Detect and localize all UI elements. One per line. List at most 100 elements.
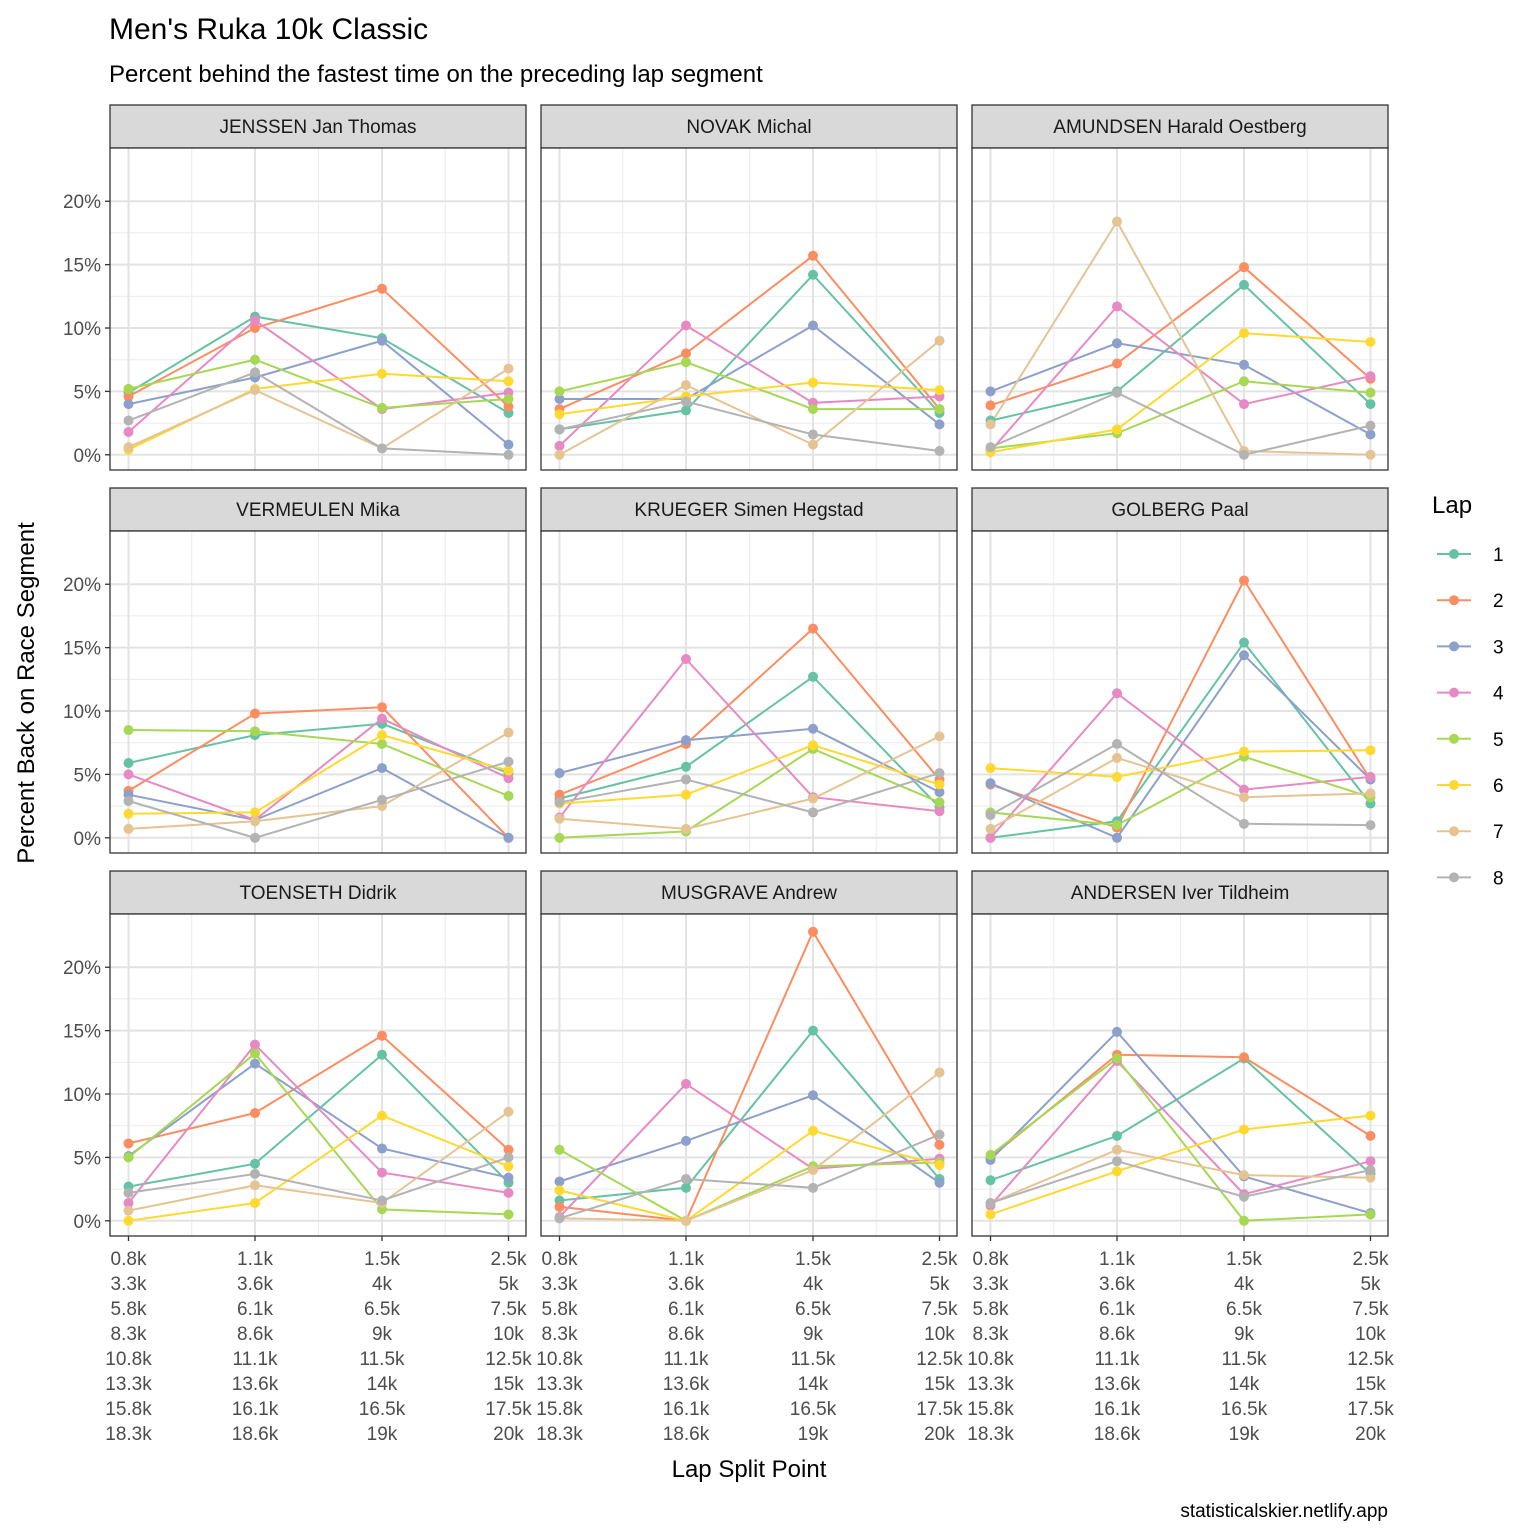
series-line-lap-2 <box>990 578 1372 829</box>
series-line-lap-1 <box>990 640 1372 839</box>
data-point-lap-2 <box>503 1144 514 1155</box>
data-point-lap-6 <box>250 807 260 818</box>
series-line-lap-4 <box>989 1059 1371 1207</box>
data-point-lap-3 <box>377 763 387 774</box>
data-point-lap-6 <box>1365 1110 1376 1121</box>
data-point-lap-8 <box>985 442 996 453</box>
data-point-lap-5 <box>123 1152 134 1163</box>
series-line-lap-8 <box>990 1160 1371 1204</box>
data-point-lap-8 <box>808 1182 818 1193</box>
series-line-lap-8 <box>990 391 1371 456</box>
legend-label: 7 <box>1493 822 1504 843</box>
series-line-lap-3 <box>559 1094 941 1184</box>
data-point-lap-3 <box>1239 650 1249 661</box>
legend-item: 3 <box>1437 637 1504 658</box>
data-point-lap-6 <box>934 385 945 396</box>
data-point-lap-6 <box>681 789 691 800</box>
legend-label: 6 <box>1493 776 1504 797</box>
series-line-lap-5 <box>127 1051 509 1216</box>
data-point-lap-6 <box>1112 1166 1122 1177</box>
series-line-lap-6 <box>559 381 940 416</box>
data-point-lap-4 <box>503 1187 514 1198</box>
data-point-lap-5 <box>1239 376 1249 387</box>
series-line-lap-8 <box>128 1156 509 1202</box>
facet-panel: VERMEULEN Mika 0% 5% 10% 15% 20% <box>63 487 527 854</box>
data-point-lap-2 <box>808 926 818 937</box>
series-line-lap-6 <box>990 1114 1371 1216</box>
data-point-lap-3 <box>985 778 996 789</box>
data-point-lap-6 <box>1112 424 1122 435</box>
series-line-lap-2 <box>559 627 941 796</box>
data-point-lap-2 <box>934 1139 945 1150</box>
facet-label: MUSGRAVE Andrew <box>661 883 837 904</box>
data-point-lap-3 <box>503 832 514 843</box>
series-line-lap-3 <box>128 766 509 839</box>
data-point-lap-3 <box>377 335 387 346</box>
data-point-lap-1 <box>985 1175 996 1186</box>
data-point-lap-8 <box>250 367 260 378</box>
series-line-lap-2 <box>128 1034 510 1151</box>
data-point-lap-8 <box>681 396 691 407</box>
series-line-lap-8 <box>128 371 509 456</box>
data-point-lap-8 <box>503 1152 514 1163</box>
data-point-lap-5 <box>503 790 514 801</box>
data-point-lap-2 <box>808 250 818 261</box>
data-point-lap-6 <box>377 730 387 741</box>
panel-border <box>540 530 958 854</box>
data-point-lap-4 <box>123 769 134 780</box>
data-point-lap-5 <box>554 386 565 397</box>
data-point-lap-8 <box>1365 420 1376 431</box>
data-point-lap-8 <box>554 424 565 435</box>
series-line-lap-4 <box>989 305 1371 452</box>
y-axis-title: Percent Back on Race Segment <box>13 522 40 864</box>
series-line-lap-3 <box>990 653 1372 840</box>
data-point-lap-7 <box>123 442 134 453</box>
data-point-lap-5 <box>250 726 260 737</box>
data-point-lap-5 <box>808 404 818 415</box>
data-point-lap-8 <box>934 445 945 456</box>
y-tick-label: 0% <box>74 446 102 467</box>
data-point-lap-4 <box>1239 399 1249 410</box>
data-point-lap-3 <box>1112 1026 1122 1037</box>
data-point-lap-2 <box>1365 1130 1376 1141</box>
legend-item: 6 <box>1437 776 1504 797</box>
data-point-lap-6 <box>503 1161 514 1172</box>
y-tick-label: 20% <box>63 192 101 213</box>
series-line-lap-5 <box>559 361 940 411</box>
series-line-lap-7 <box>990 1148 1371 1204</box>
legend-item: 2 <box>1437 591 1504 612</box>
data-point-lap-8 <box>377 443 387 454</box>
data-point-lap-6 <box>250 1198 260 1209</box>
facet-panels: JENSSEN Jan Thomas 0% 5% 10% 15% 20% NOVAK Mic… <box>63 104 1394 1445</box>
data-point-lap-6 <box>1239 328 1249 339</box>
facet-strip <box>971 104 1389 149</box>
data-point-lap-1 <box>123 757 134 768</box>
data-point-lap-2 <box>377 1030 387 1041</box>
series-line-lap-8 <box>559 772 940 814</box>
series-line-lap-8 <box>559 400 940 452</box>
data-point-lap-6 <box>1239 1124 1249 1135</box>
data-point-lap-8 <box>985 1198 996 1209</box>
data-point-lap-5 <box>250 1048 260 1059</box>
series-line-lap-2 <box>990 265 1372 407</box>
series-line-lap-7 <box>559 1071 941 1222</box>
data-point-lap-3 <box>934 419 945 430</box>
facet-panel: NOVAK Michal <box>540 104 958 471</box>
series-line-lap-8 <box>128 760 509 839</box>
data-point-lap-3 <box>123 399 134 410</box>
data-point-lap-3 <box>250 1058 260 1069</box>
data-point-lap-8 <box>681 1173 691 1184</box>
legend-label: 3 <box>1493 637 1504 658</box>
data-point-lap-8 <box>1112 738 1122 749</box>
data-point-lap-2 <box>250 323 260 334</box>
data-point-lap-4 <box>1365 771 1376 782</box>
data-point-lap-7 <box>1365 1172 1376 1183</box>
data-point-lap-4 <box>1112 301 1122 312</box>
data-point-lap-1 <box>808 671 818 682</box>
x-tick-label: 2.5k 5k 7.5k 10k 12.5k 15k 17.5k 20k <box>485 1249 532 1445</box>
data-point-lap-1 <box>1239 637 1249 648</box>
y-tick-label: 10% <box>63 319 101 340</box>
series-line-lap-7 <box>559 735 940 830</box>
series-line-lap-1 <box>990 1057 1372 1182</box>
data-point-lap-2 <box>985 400 996 411</box>
